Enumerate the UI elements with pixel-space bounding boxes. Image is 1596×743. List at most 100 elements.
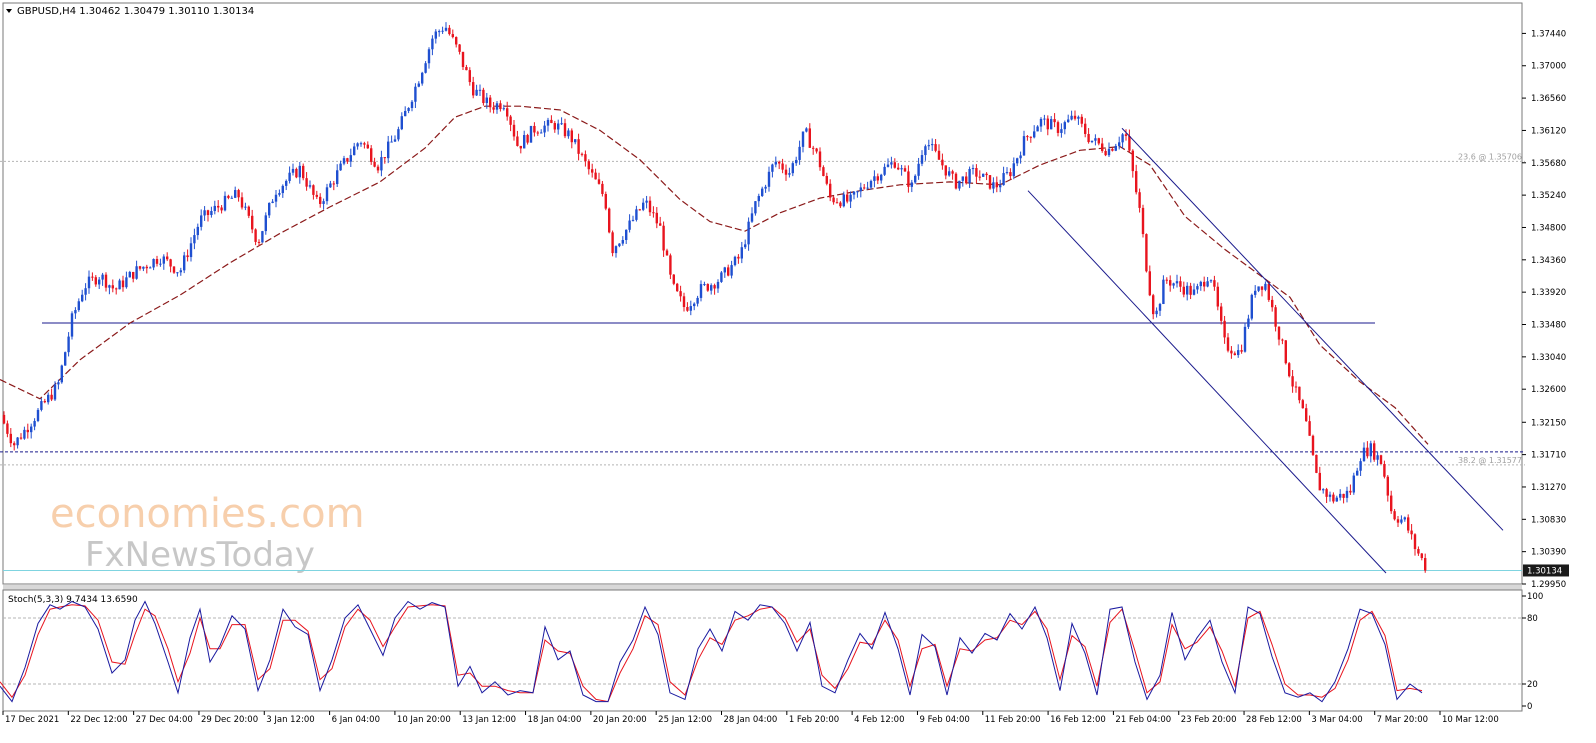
bull-candle bbox=[53, 384, 57, 400]
bull-candle bbox=[36, 409, 40, 421]
bull-candle bbox=[574, 139, 577, 143]
bull-candle bbox=[1121, 134, 1124, 143]
bear-candle bbox=[1386, 476, 1389, 496]
bull-candle bbox=[417, 83, 420, 87]
bull-candle bbox=[771, 164, 774, 172]
bull-candle bbox=[271, 201, 274, 203]
bull-candle bbox=[842, 194, 845, 207]
bull-candle bbox=[441, 30, 444, 32]
bear-candle bbox=[315, 194, 318, 197]
moving-average-line bbox=[0, 105, 1429, 445]
bull-candle bbox=[917, 163, 920, 176]
bear-candle bbox=[1097, 138, 1100, 144]
bear-candle bbox=[1128, 135, 1131, 151]
bull-candle bbox=[142, 266, 145, 269]
bear-candle bbox=[536, 132, 539, 134]
bull-candle bbox=[64, 352, 67, 366]
bear-candle bbox=[533, 125, 536, 133]
time-tick-label: 27 Dec 04:00 bbox=[136, 715, 193, 725]
price-tick-label: 1.35680 bbox=[1531, 159, 1566, 169]
bear-candle bbox=[1274, 307, 1277, 327]
bull-candle bbox=[1060, 129, 1063, 133]
stochastic-panel[interactable]: 100 80 20 0 Stoch(5,3,3) 9.7434 13.6590 bbox=[0, 589, 1543, 712]
bull-candle bbox=[1257, 286, 1260, 291]
bear-candle bbox=[111, 285, 114, 289]
bull-candle bbox=[890, 162, 893, 165]
bull-candle bbox=[1209, 280, 1213, 282]
bear-candle bbox=[1182, 286, 1185, 295]
bull-candle bbox=[98, 279, 101, 285]
bull-candle bbox=[866, 187, 869, 189]
bull-candle bbox=[764, 186, 767, 189]
bull-candle bbox=[614, 246, 618, 254]
bear-candle bbox=[1138, 192, 1141, 208]
bear-candle bbox=[648, 200, 652, 213]
bull-candle bbox=[159, 263, 162, 265]
bear-candle bbox=[652, 212, 655, 214]
bear-candle bbox=[295, 168, 298, 178]
bear-candle bbox=[132, 271, 135, 279]
bear-candle bbox=[835, 202, 839, 204]
bull-candle bbox=[264, 215, 267, 232]
panel-divider[interactable] bbox=[3, 585, 1522, 590]
bear-candle bbox=[818, 151, 822, 168]
bear-candle bbox=[1131, 150, 1134, 172]
bull-candle bbox=[931, 144, 934, 146]
bull-candle bbox=[645, 200, 648, 203]
bull-candle bbox=[557, 123, 560, 130]
bear-candle bbox=[863, 187, 866, 189]
bear-candle bbox=[1101, 143, 1104, 151]
bear-candle bbox=[954, 173, 958, 189]
bull-candle bbox=[1019, 155, 1022, 159]
bull-candle bbox=[730, 265, 733, 276]
price-tick-label: 1.35240 bbox=[1531, 191, 1566, 201]
bear-candle bbox=[577, 139, 580, 154]
bull-candle bbox=[70, 313, 74, 337]
bull-candle bbox=[693, 303, 696, 307]
bear-candle bbox=[1165, 279, 1168, 281]
bull-candle bbox=[162, 256, 165, 264]
bear-candle bbox=[6, 423, 9, 434]
time-tick-label: 25 Jan 12:00 bbox=[658, 715, 712, 725]
bull-candle bbox=[444, 27, 448, 31]
bull-candle bbox=[1070, 115, 1073, 120]
bull-candle bbox=[1247, 318, 1250, 327]
bull-candle bbox=[16, 437, 19, 446]
bull-candle bbox=[710, 285, 713, 291]
bull-candle bbox=[210, 211, 213, 216]
channel-line bbox=[1121, 127, 1504, 531]
bull-candle bbox=[1335, 497, 1338, 502]
bear-candle bbox=[305, 178, 308, 187]
bull-candle bbox=[1192, 289, 1196, 295]
bull-candle bbox=[798, 146, 801, 160]
bear-candle bbox=[1230, 350, 1233, 354]
bull-candle bbox=[57, 382, 60, 385]
bull-candle bbox=[689, 306, 692, 311]
price-tick-label: 1.34800 bbox=[1531, 223, 1566, 233]
bear-candle bbox=[812, 147, 815, 149]
bear-candle bbox=[988, 175, 992, 189]
bear-candle bbox=[461, 51, 465, 68]
bull-candle bbox=[380, 157, 383, 171]
price-tick-label: 1.34360 bbox=[1531, 256, 1566, 266]
bull-candle bbox=[924, 146, 927, 156]
stochastic-axis: 100 80 20 0 bbox=[1522, 592, 1543, 712]
collapse-triangle-icon[interactable] bbox=[6, 9, 12, 13]
bull-candle bbox=[203, 210, 206, 216]
time-tick-label: 20 Jan 20:00 bbox=[593, 715, 647, 725]
bear-candle bbox=[26, 429, 29, 433]
bull-candle bbox=[152, 258, 155, 268]
bear-candle bbox=[1410, 530, 1413, 535]
bear-candle bbox=[50, 394, 53, 400]
bear-candle bbox=[594, 172, 597, 180]
bull-candle bbox=[1090, 140, 1094, 143]
bull-candle bbox=[427, 49, 431, 64]
bear-candle bbox=[509, 116, 512, 125]
bull-candle bbox=[560, 123, 563, 125]
bull-candle bbox=[1172, 283, 1175, 286]
bull-candle bbox=[1118, 142, 1121, 146]
bull-candle bbox=[1162, 279, 1165, 305]
bear-candle bbox=[934, 144, 937, 151]
